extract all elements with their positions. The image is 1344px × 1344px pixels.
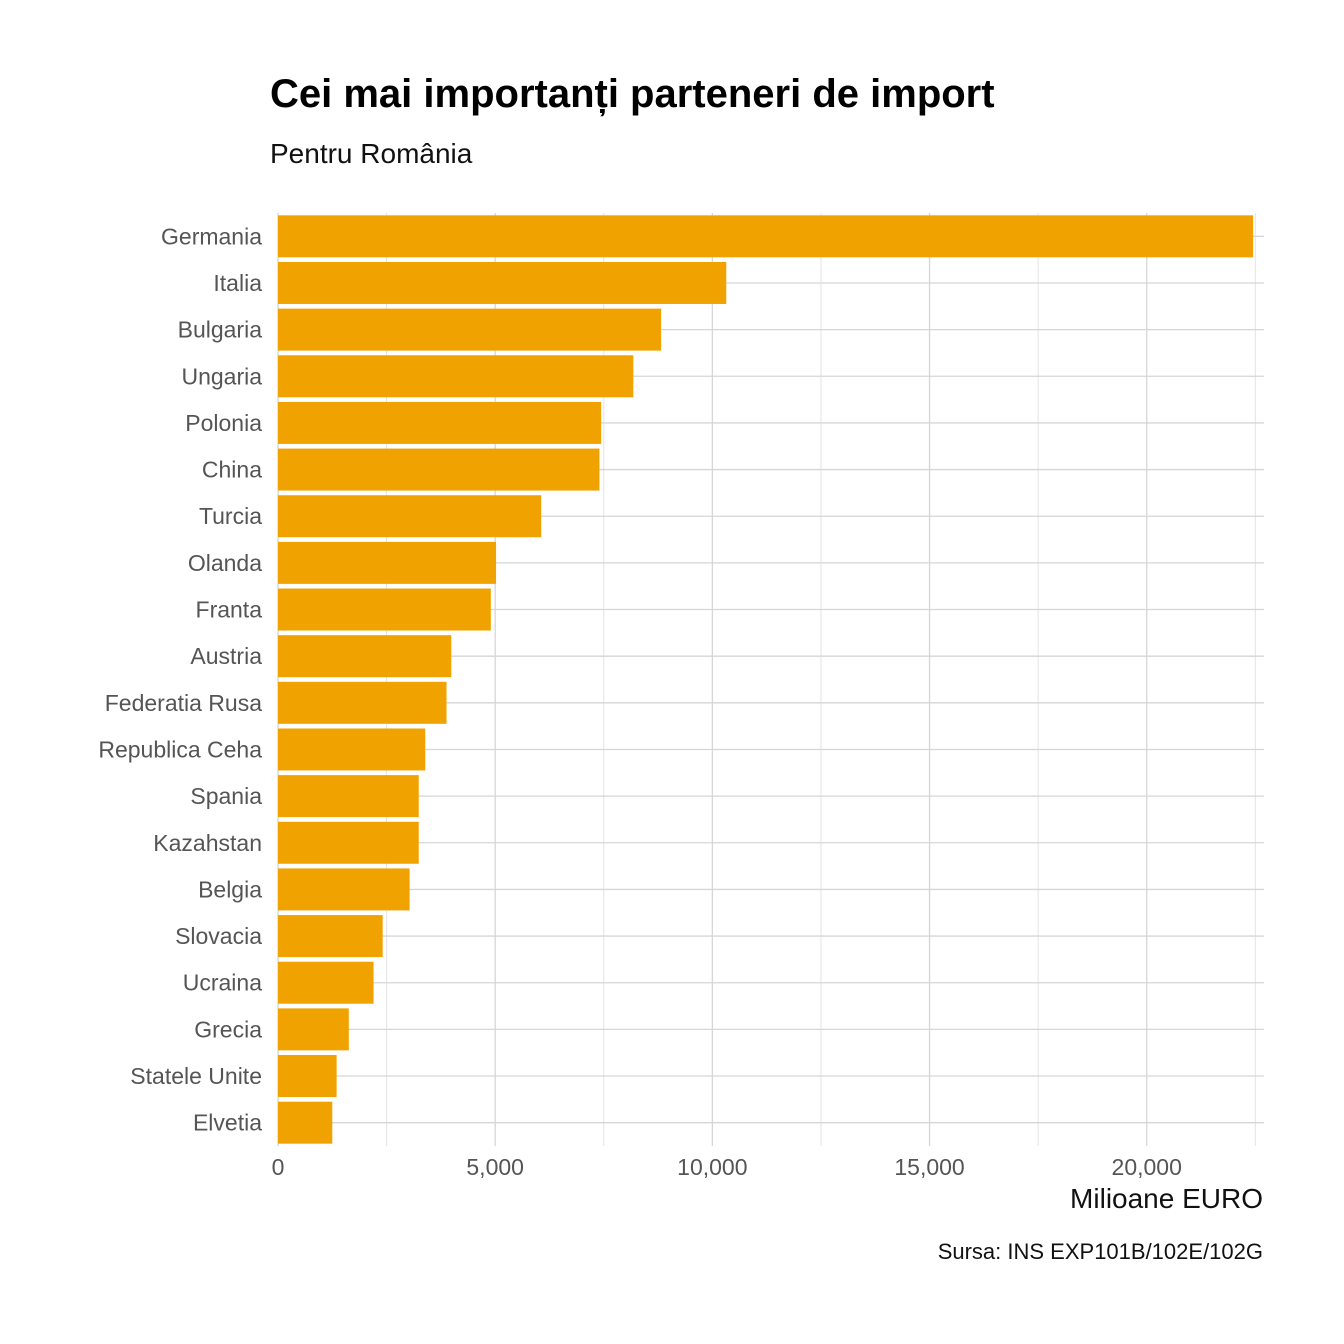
- category-label: Franta: [196, 597, 263, 623]
- bar-elvetia: [278, 1101, 333, 1144]
- category-label: Spania: [190, 783, 262, 809]
- bar-austria: [278, 635, 452, 678]
- category-label: Slovacia: [175, 923, 262, 949]
- category-labels: Germania Italia Bulgaria Ungaria Polonia Chin…: [98, 223, 262, 1135]
- category-label: Polonia: [185, 410, 262, 436]
- bar-olanda: [278, 541, 497, 584]
- category-label: Olanda: [188, 550, 262, 576]
- bar-ungaria: [278, 355, 634, 398]
- bar-belgia: [278, 868, 410, 911]
- category-label: Statele Unite: [130, 1063, 262, 1089]
- bar-kazahstan: [278, 821, 419, 864]
- category-label: Ucraina: [183, 970, 262, 996]
- category-label: Grecia: [194, 1016, 262, 1042]
- category-label: Federatia Rusa: [105, 690, 262, 716]
- bar-ucraina: [278, 961, 374, 1004]
- category-label: Ungaria: [181, 363, 262, 389]
- category-label: Kazahstan: [153, 830, 262, 856]
- bar-republica-ceha: [278, 728, 426, 771]
- category-label: Elvetia: [193, 1110, 262, 1136]
- bar-italia: [278, 261, 727, 304]
- x-tick-label: 20,000: [1112, 1154, 1182, 1180]
- x-tick-label: 0: [272, 1154, 285, 1180]
- category-label: Austria: [190, 643, 262, 669]
- bar-grecia: [278, 1008, 349, 1051]
- bar-turcia: [278, 495, 542, 538]
- x-tick-label: 15,000: [894, 1154, 964, 1180]
- category-label: Germania: [161, 223, 262, 249]
- category-label: Republica Ceha: [98, 736, 262, 762]
- chart-subtitle: Pentru România: [270, 138, 473, 169]
- x-axis-title: Milioane EURO: [1070, 1183, 1263, 1214]
- category-label: Belgia: [198, 876, 262, 902]
- grid-lines: [277, 213, 1264, 1146]
- bar-spania: [278, 775, 419, 818]
- category-label: Bulgaria: [178, 317, 263, 343]
- category-label: Italia: [213, 270, 262, 296]
- bar-statele-unite: [278, 1055, 337, 1098]
- category-label: China: [202, 457, 262, 483]
- bar-franta: [278, 588, 491, 631]
- category-label: Turcia: [199, 503, 262, 529]
- x-tick-label: 5,000: [466, 1154, 524, 1180]
- bar-slovacia: [278, 915, 383, 958]
- bar-federatia-rusa: [278, 681, 447, 724]
- x-axis-ticks: 0 5,000 10,000 15,000 20,000: [272, 1154, 1182, 1180]
- bar-china: [278, 448, 600, 491]
- chart-title: Cei mai importanți parteneri de import: [270, 72, 995, 116]
- bars: [278, 215, 1254, 1144]
- source-caption: Sursa: INS EXP101B/102E/102G: [938, 1239, 1263, 1264]
- x-tick-label: 10,000: [677, 1154, 747, 1180]
- bar-polonia: [278, 401, 602, 444]
- bar-germania: [278, 215, 1254, 258]
- bar-bulgaria: [278, 308, 662, 351]
